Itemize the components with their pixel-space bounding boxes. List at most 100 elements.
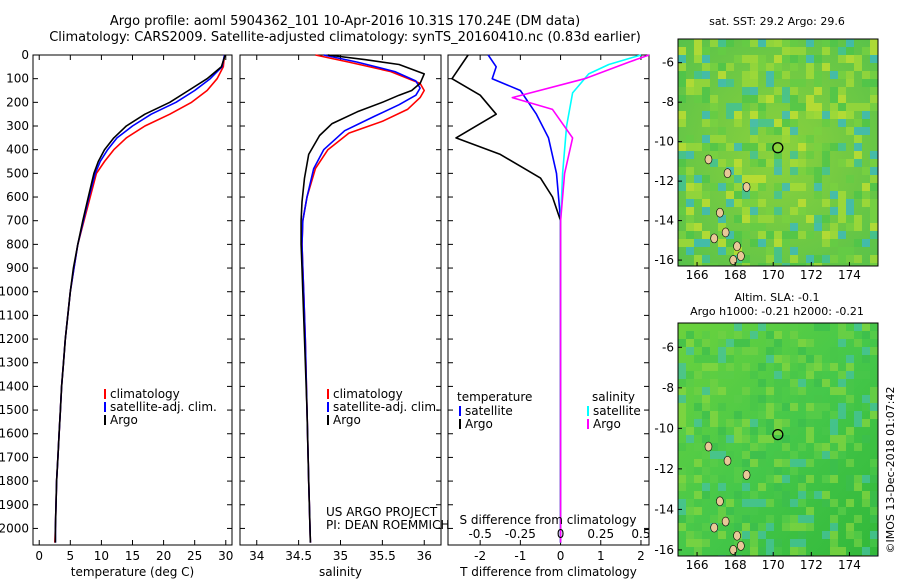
series-line-climatology [301, 54, 426, 543]
map-y-tick-label: -12 [654, 174, 674, 188]
land-island [710, 233, 718, 244]
x-tick-label: 0 [557, 549, 565, 563]
y-tick-label: 1700 [0, 450, 29, 464]
series-line-argo [54, 54, 226, 543]
land-island [723, 168, 732, 179]
legend-label: Argo [593, 417, 621, 431]
y-tick-label: 200 [6, 95, 29, 109]
map-x-tick-label: 166 [686, 268, 709, 282]
credit-stamp: ©IMOS 13-Dec-2018 01:07:42 [884, 387, 897, 554]
difference-panel: -2 -1 0 1 2T difference from climatology temp… [447, 54, 651, 579]
argo-float-marker [772, 428, 784, 441]
salinity-panel: 34 34.5 35 35.5 36 salinity climatologysatelli… [239, 54, 449, 579]
y-tick-label: 1000 [0, 285, 29, 299]
x-tick-label: 36 [417, 549, 432, 563]
project-credit: US ARGO PROJECT [326, 505, 438, 519]
y-tick-label: 600 [6, 190, 29, 204]
land-island [716, 207, 724, 218]
x-tick-label: 10 [94, 549, 109, 563]
map-x-tick-label: 172 [800, 268, 823, 282]
series-line-s-argo [511, 54, 650, 543]
y-tick-label: 0 [21, 48, 29, 62]
land-island [742, 470, 751, 480]
land-island [721, 516, 730, 527]
map-y-tick-label: -16 [654, 543, 674, 557]
figure-title-line1: Argo profile: aoml 5904362_101 10-Apr-20… [110, 14, 580, 29]
land-island [710, 522, 718, 533]
y-tick-label: 2000 [0, 521, 29, 535]
x-tick-label: 30 [218, 549, 233, 563]
series-line-satellite-adj-clim- [54, 54, 226, 543]
map-y-tick-label: -14 [654, 502, 674, 516]
land-island [729, 545, 738, 555]
plot-frame [239, 54, 442, 546]
figure-title-line2: Climatology: CARS2009. Satellite-adjuste… [49, 30, 641, 45]
x-tick-label: -2 [474, 549, 486, 563]
land-island [729, 255, 738, 265]
secondary-tick-label: -0.5 [468, 527, 491, 541]
series-line-s-satellite [559, 54, 642, 543]
x-axis-label: T difference from climatology [459, 565, 637, 579]
x-tick-label: 34 [249, 549, 264, 563]
x-tick-label: 5 [66, 549, 74, 563]
map-y-tick-label: -10 [654, 421, 674, 435]
x-tick-label: 1 [597, 549, 605, 563]
x-tick-label: 35 [333, 549, 348, 563]
x-tick-label: 34.5 [285, 549, 312, 563]
x-tick-label: 0 [35, 549, 43, 563]
y-tick-label: 1100 [0, 308, 29, 322]
map-x-tick-label: 174 [838, 268, 861, 282]
y-tick-label: 1500 [0, 403, 29, 417]
y-tick-label: 900 [6, 261, 29, 275]
sla-map: Altim. SLA: -0.1 Argo h1000: -0.21 h2000… [654, 291, 879, 572]
secondary-tick-label: -0.25 [505, 527, 536, 541]
x-tick-label: 2 [637, 549, 645, 563]
map-x-tick-label: 166 [686, 558, 709, 572]
secondary-tick-label: 0.5 [631, 527, 650, 541]
x-tick-label: -1 [514, 549, 526, 563]
y-tick-label: 800 [6, 237, 29, 251]
land-island [723, 455, 732, 466]
map-x-tick-label: 168 [724, 558, 747, 572]
y-tick-label: 500 [6, 166, 29, 180]
land-island [721, 227, 730, 238]
map-y-tick-label: -14 [654, 214, 674, 228]
sla-map-title-line1: Altim. SLA: -0.1 [734, 291, 819, 304]
legend-label: Argo [465, 417, 493, 431]
map-x-tick-label: 168 [724, 268, 747, 282]
sla-map-title-line2: Argo h1000: -0.21 h2000: -0.21 [690, 305, 864, 318]
land-island [742, 182, 751, 192]
legend-title-temperature: temperature [457, 390, 532, 404]
map-y-tick-label: -12 [654, 462, 674, 476]
x-tick-label: 20 [156, 549, 171, 563]
legend-label: Argo [333, 413, 361, 427]
y-tick-label: 1300 [0, 356, 29, 370]
legend-label: satellite-adj. clim. [110, 400, 217, 414]
series-line-satellite-adj-clim- [301, 54, 421, 543]
land-island [704, 154, 713, 165]
land-island [704, 441, 713, 452]
sst-texture [678, 39, 878, 266]
map-y-tick-label: -10 [654, 135, 674, 149]
map-y-tick-label: -6 [662, 340, 674, 354]
land-island [737, 541, 745, 551]
y-tick-label: 1600 [0, 427, 29, 441]
x-tick-label: 25 [187, 549, 202, 563]
y-tick-label: 700 [6, 214, 29, 228]
legend-label: satellite [593, 404, 641, 418]
map-y-tick-label: -16 [654, 253, 674, 267]
sla-texture [678, 323, 878, 556]
land-island [716, 496, 724, 507]
x-axis-label: salinity [319, 565, 362, 579]
map-x-tick-label: 172 [800, 558, 823, 572]
y-tick-label: 1800 [0, 474, 29, 488]
y-tick-label: 1200 [0, 332, 29, 346]
y-tick-label: 1400 [0, 379, 29, 393]
x-axis-label: temperature (deg C) [71, 565, 194, 579]
y-tick-label: 1900 [0, 498, 29, 512]
legend-label: satellite-adj. clim. [333, 400, 440, 414]
secondary-axis-label: S difference from climatology [460, 513, 637, 527]
x-tick-label: 35.5 [369, 549, 396, 563]
sla-map-frame [677, 322, 879, 557]
